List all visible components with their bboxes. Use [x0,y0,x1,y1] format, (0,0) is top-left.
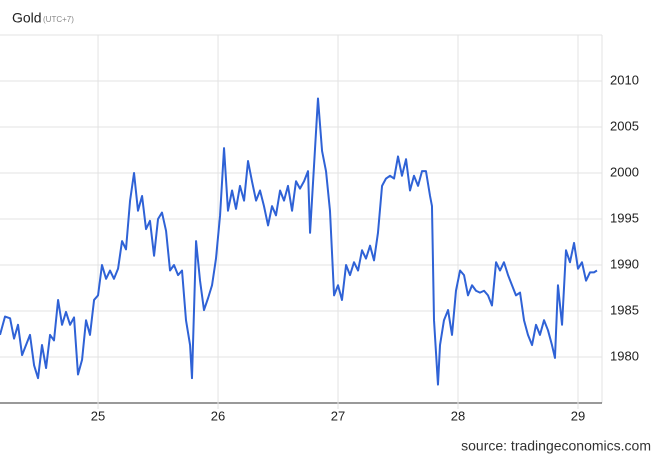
y-tick-label: 1980 [610,348,639,363]
y-tick-label: 1995 [610,210,639,225]
y-tick-label: 1990 [610,256,639,271]
x-tick-label: 28 [451,408,465,423]
y-tick-label: 2000 [610,164,639,179]
y-tick-label: 2005 [610,118,639,133]
x-tick-label: 26 [211,408,225,423]
chart-subtitle: (UTC+7) [43,15,74,24]
price-line [0,97,598,386]
y-tick-label: 2010 [610,72,639,87]
y-tick-label: 1985 [610,302,639,317]
x-tick-label: 27 [331,408,345,423]
x-tick-label: 29 [571,408,585,423]
x-tick-label: 25 [91,408,105,423]
chart-title: Gold [12,10,42,26]
source: source: tradingeconomics.com [461,438,651,454]
